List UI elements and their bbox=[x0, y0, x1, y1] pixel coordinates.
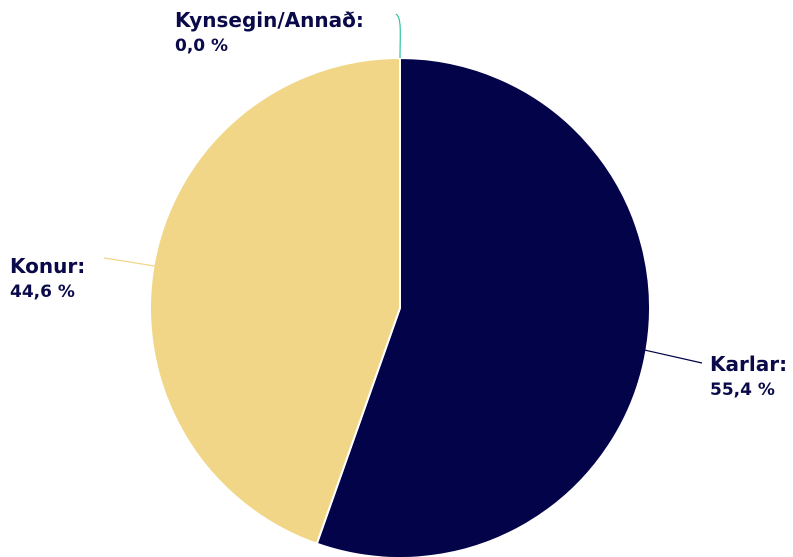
label-kynsegin-name: Kynsegin/Annað: bbox=[175, 8, 364, 32]
leader-lines bbox=[103, 13, 703, 364]
label-konur-name: Konur: bbox=[10, 254, 85, 278]
leader-line-kynsegin bbox=[395, 13, 401, 59]
label-karlar-value: 55,4 % bbox=[710, 380, 775, 400]
leader-line-karlar bbox=[642, 348, 703, 364]
label-karlar-name: Karlar: bbox=[710, 352, 787, 376]
leader-line-konur bbox=[103, 257, 156, 267]
pie-slices bbox=[149, 56, 651, 557]
label-konur-value: 44,6 % bbox=[10, 282, 75, 302]
label-kynsegin-value: 0,0 % bbox=[175, 36, 228, 56]
